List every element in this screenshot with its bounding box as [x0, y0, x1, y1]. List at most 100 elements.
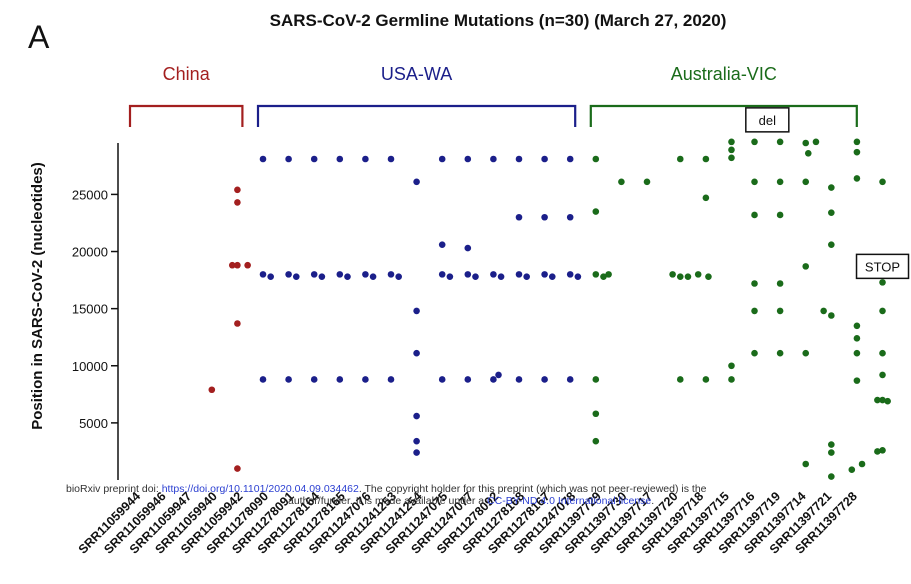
data-point	[234, 199, 241, 206]
data-point	[828, 241, 835, 248]
data-point	[413, 437, 420, 445]
y-tick-label: 5000	[79, 416, 108, 431]
data-point	[804, 149, 812, 157]
data-point	[413, 449, 420, 456]
data-point	[336, 271, 344, 278]
y-tick-label: 15000	[72, 302, 108, 317]
data-point	[802, 139, 810, 147]
data-point	[751, 178, 758, 186]
annotation-label: STOP	[865, 259, 900, 274]
data-point	[676, 155, 684, 163]
data-point	[490, 376, 497, 383]
data-point	[802, 263, 810, 270]
data-point	[259, 376, 267, 383]
data-point	[574, 273, 582, 280]
data-point	[387, 376, 395, 383]
data-point	[879, 307, 886, 315]
data-points	[208, 138, 891, 480]
data-point	[879, 446, 886, 454]
data-point	[802, 349, 810, 357]
data-point	[267, 273, 274, 280]
data-point	[694, 271, 702, 278]
chart-title: SARS-CoV-2 Germline Mutations (n=30) (Ma…	[270, 11, 727, 30]
data-point	[234, 465, 241, 472]
data-point	[285, 155, 292, 163]
data-point	[874, 396, 881, 404]
data-point	[464, 271, 472, 278]
data-point	[828, 449, 835, 456]
data-point	[676, 376, 684, 383]
data-point	[828, 209, 835, 216]
data-point	[515, 155, 523, 163]
data-point	[566, 271, 574, 278]
data-point	[234, 261, 241, 269]
data-point	[387, 271, 395, 278]
data-point	[853, 335, 861, 342]
data-point	[853, 175, 861, 182]
data-point	[336, 376, 344, 383]
data-point	[676, 273, 684, 280]
data-point	[541, 213, 548, 221]
data-point	[344, 273, 351, 280]
data-point	[702, 194, 710, 202]
data-point	[310, 155, 318, 163]
data-point	[464, 376, 472, 383]
data-point	[853, 377, 861, 384]
data-point	[702, 376, 710, 383]
data-point	[828, 441, 835, 448]
group-label: Australia-VIC	[671, 64, 777, 84]
data-point	[684, 273, 692, 280]
data-point	[853, 138, 861, 146]
data-point	[515, 213, 523, 221]
data-point	[515, 271, 523, 278]
data-point	[497, 273, 505, 280]
data-point	[812, 138, 820, 146]
data-point	[548, 273, 556, 280]
watermark-doi-link[interactable]: https://doi.org/10.1101/2020.04.09.03446…	[162, 483, 359, 495]
data-point	[310, 271, 318, 278]
data-point	[858, 460, 866, 468]
data-point	[828, 184, 835, 191]
data-point	[751, 307, 758, 315]
data-point	[285, 271, 292, 278]
data-point	[600, 273, 607, 280]
data-point	[802, 178, 810, 186]
group-labels: China USA-WA Australia-VIC	[128, 64, 858, 127]
data-point	[605, 271, 612, 278]
panel-label: A	[28, 19, 50, 55]
data-point	[592, 208, 600, 215]
data-point	[828, 312, 835, 319]
data-point	[318, 273, 326, 280]
data-point	[387, 155, 395, 163]
data-point	[369, 273, 377, 280]
data-point	[802, 460, 810, 468]
data-point	[592, 437, 600, 445]
data-point	[751, 349, 758, 357]
data-point	[776, 138, 784, 146]
watermark-license-link[interactable]: CC-BY-ND 4.0 International license	[487, 495, 651, 507]
data-point	[438, 376, 446, 383]
data-point	[228, 261, 236, 269]
data-point	[566, 213, 574, 221]
data-point	[853, 349, 861, 357]
data-point	[728, 138, 735, 146]
data-point	[234, 186, 241, 194]
group-label: China	[163, 64, 211, 84]
data-point	[566, 376, 574, 383]
data-point	[879, 371, 886, 379]
data-point	[395, 273, 402, 280]
data-point	[702, 155, 710, 163]
data-point	[751, 280, 758, 287]
data-point	[776, 280, 784, 287]
data-point	[879, 396, 886, 404]
data-point	[853, 148, 861, 156]
data-point	[828, 473, 835, 480]
data-point	[244, 261, 251, 269]
data-point	[853, 322, 861, 330]
data-point	[285, 376, 292, 383]
data-point	[336, 155, 344, 163]
watermark-line-2-suffix: .	[651, 495, 654, 507]
data-point	[728, 154, 735, 162]
data-point	[592, 410, 600, 418]
axes: 5000 10000 15000 20000 25000	[72, 143, 119, 480]
